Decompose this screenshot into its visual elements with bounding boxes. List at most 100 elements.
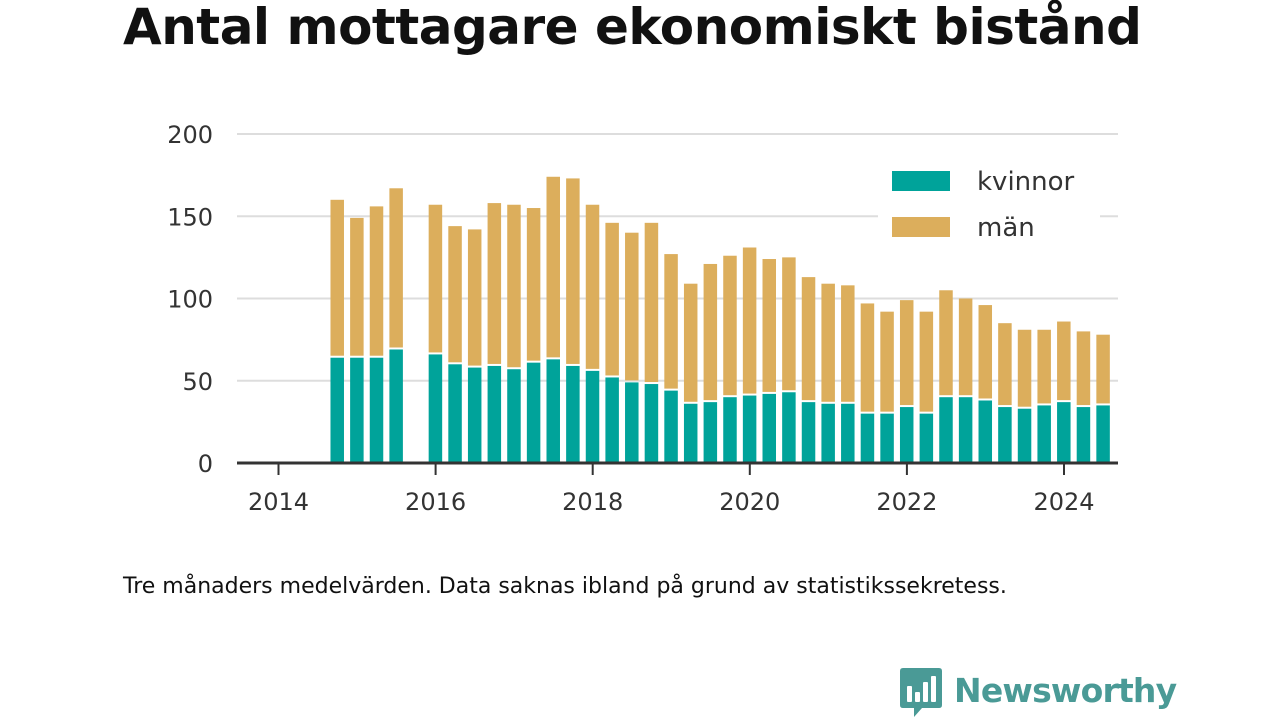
bar-man [625,232,639,381]
bar-man [821,283,835,402]
bar-man [644,222,659,383]
bar-kvinnor [330,357,344,463]
bar-kvinnor [1076,407,1091,463]
bars-layer [330,176,1110,463]
bar-man [507,204,521,368]
bar-kvinnor [860,413,875,463]
bar-man [487,203,502,364]
newsworthy-logo: Newsworthy [900,668,1177,720]
bar-kvinnor [1017,408,1032,463]
bar-kvinnor [428,354,443,463]
bar-kvinnor [762,393,777,463]
bar-kvinnor [703,402,718,463]
bar-man [664,254,678,389]
legend-swatch [892,171,950,191]
y-tick-label: 0 [198,450,213,478]
y-tick-label: 200 [167,121,213,149]
bar-kvinnor [664,390,678,463]
bar-man [389,188,403,348]
bar-kvinnor [644,384,659,463]
x-tick-label: 2022 [876,488,937,516]
legend: kvinnor män [878,160,1100,250]
bar-kvinnor [487,365,502,463]
bar-man [841,285,855,402]
bar-kvinnor [526,362,541,463]
bar-kvinnor [546,359,560,463]
chart-caption: Tre månaders medelvärden. Data saknas ib… [123,574,1007,599]
chart-bubble-icon [900,668,942,717]
bar-kvinnor [566,365,580,463]
bar-man [526,208,541,361]
x-tick-label: 2016 [405,488,466,516]
x-tick-label: 2014 [248,488,309,516]
y-tick-label: 50 [182,368,213,396]
chart-title: Antal mottagare ekonomiskt bistånd [123,0,1142,56]
legend-label: män [977,213,1035,243]
bar-man [350,217,364,356]
bar-kvinnor [448,364,462,463]
bar-kvinnor [821,403,835,463]
bar-man [939,290,953,396]
bar-man [919,311,934,412]
bar-kvinnor [782,392,796,463]
bar-man [1096,334,1110,404]
legend-swatch [892,217,950,237]
bar-kvinnor [742,395,757,463]
bar-man [330,199,344,356]
bar-kvinnor [1057,402,1071,463]
bar-kvinnor [585,370,600,463]
bar-kvinnor [1096,405,1110,463]
axis-layer: 0 50 100 150 200 2014 2016 2018 2020 2022 2024 [167,121,1118,516]
bar-man [1076,331,1091,406]
bar-man [880,311,894,412]
bar-kvinnor [389,349,403,463]
logo-text: Newsworthy [954,671,1177,710]
bar-kvinnor [880,413,894,463]
bar-man [448,226,462,363]
bar-man [801,277,816,401]
bar-kvinnor [899,407,914,463]
bar-man [958,298,973,396]
bar-kvinnor [939,397,953,463]
x-tick-label: 2020 [719,488,780,516]
bar-kvinnor [1037,405,1051,463]
bar-man [899,300,914,406]
bar-kvinnor [605,377,619,463]
bar-man [369,206,384,356]
bar-kvinnor [625,382,639,463]
bar-kvinnor [369,357,384,463]
bar-man [782,257,796,391]
bar-man [585,204,600,369]
x-tick-label: 2018 [562,488,623,516]
bar-kvinnor [919,413,934,463]
bar-man [1017,329,1032,407]
bar-man [428,204,443,353]
bar-man [860,303,875,412]
bar-kvinnor [841,403,855,463]
bar-man [546,176,560,358]
bar-kvinnor [801,402,816,463]
bar-man [723,255,737,396]
bar-kvinnor [467,367,482,463]
y-tick-label: 100 [167,286,213,314]
bar-man [742,247,757,394]
bar-man [978,305,993,399]
bar-man [566,178,580,364]
bar-man [467,229,482,366]
bar-kvinnor [723,397,737,463]
bar-kvinnor [683,403,698,463]
bar-man [703,263,718,401]
bar-man [1037,329,1051,404]
bar-man [605,222,619,376]
bar-man [998,323,1012,406]
y-tick-label: 150 [167,203,213,231]
bar-man [762,259,777,392]
bar-kvinnor [998,407,1012,463]
bar-kvinnor [507,369,521,463]
bar-kvinnor [350,357,364,463]
bar-man [1057,321,1071,401]
x-tick-label: 2024 [1033,488,1094,516]
bar-kvinnor [958,397,973,463]
